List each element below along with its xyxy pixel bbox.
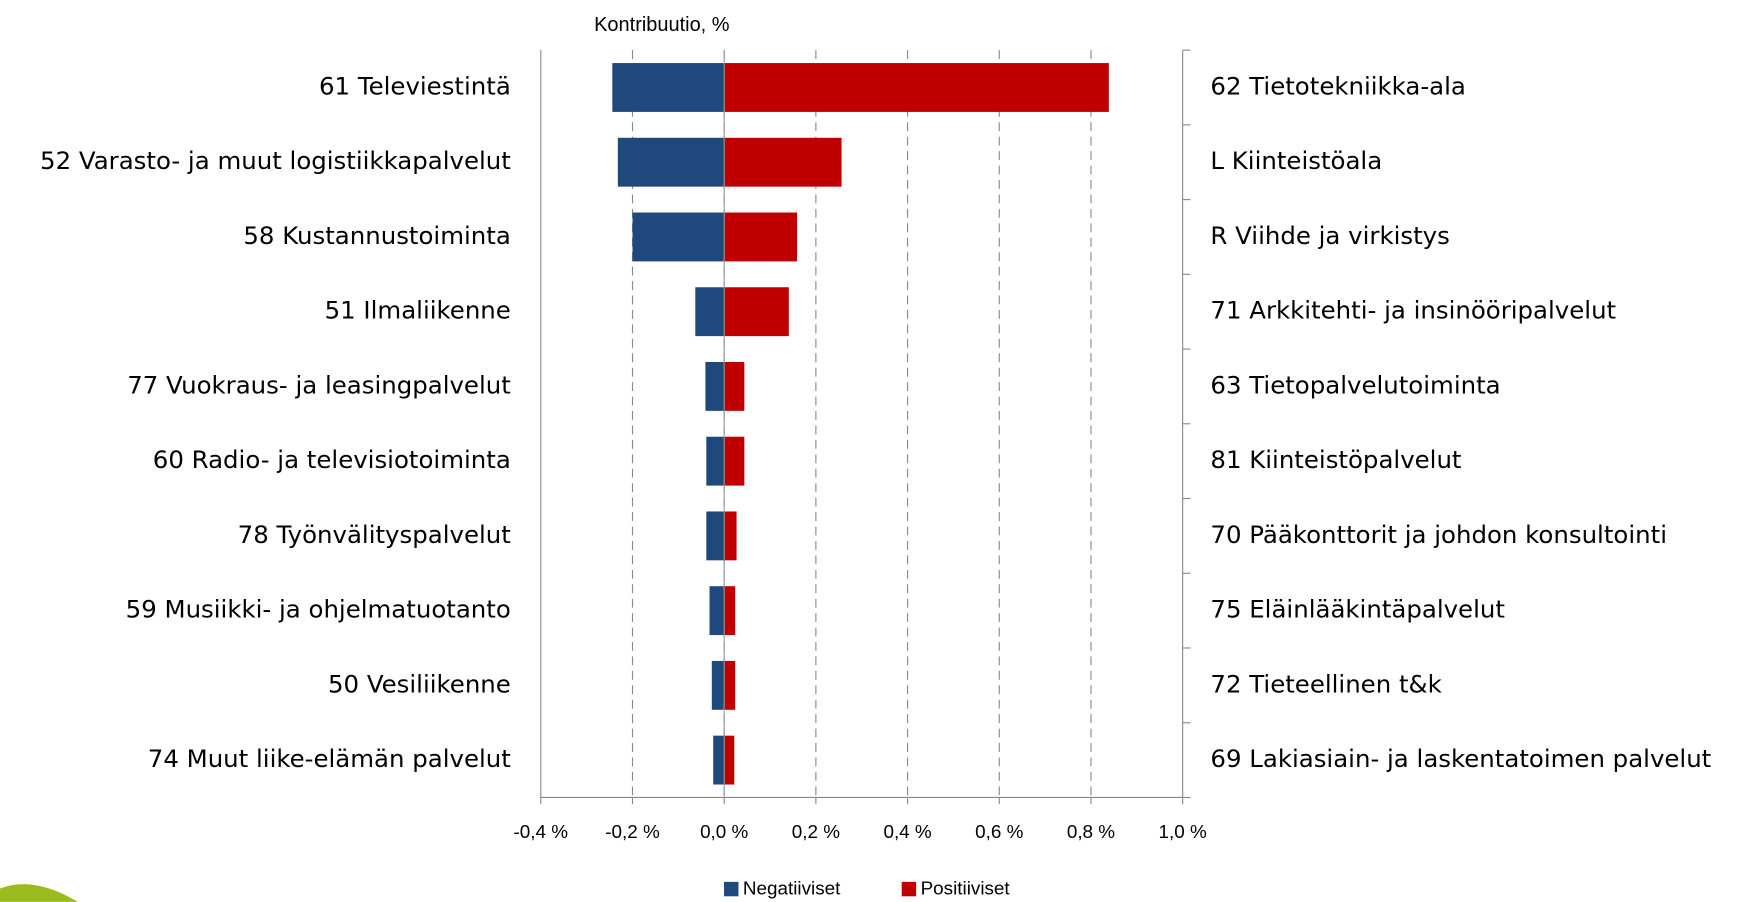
category-label: R Viihde ja virkistys — [1210, 221, 1449, 250]
x-tick-label: 1,0 % — [1159, 821, 1207, 842]
legend-label: Negatiiviset — [743, 878, 841, 899]
category-label: 81 Kiinteistöpalvelut — [1210, 445, 1461, 474]
bar — [705, 361, 725, 411]
bar — [724, 586, 736, 636]
decoration — [0, 884, 78, 902]
category-label: 75 Eläinlääkintäpalvelut — [1210, 595, 1505, 624]
bar — [724, 660, 736, 710]
x-tick-label: -0,2 % — [605, 821, 660, 842]
bar — [724, 361, 745, 411]
x-tick-label: 0,8 % — [1067, 821, 1115, 842]
category-label: 74 Muut liike-elämän palvelut — [148, 744, 511, 773]
bar — [724, 287, 789, 337]
category-label: 60 Radio- ja televisiotoiminta — [153, 445, 511, 474]
x-tick-label: 0,2 % — [792, 821, 840, 842]
category-label: 52 Varasto- ja muut logistiikkapalvelut — [40, 146, 511, 175]
x-tick-label: 0,0 % — [700, 821, 748, 842]
bar — [706, 511, 725, 561]
bar — [711, 660, 725, 710]
bar — [724, 511, 737, 561]
legend-label: Positiiviset — [921, 878, 1011, 899]
category-label: L Kiinteistöala — [1210, 146, 1382, 175]
category-label: 63 Tietopalvelutoiminta — [1210, 370, 1500, 399]
x-tick-label: 0,4 % — [883, 821, 931, 842]
legend-swatch — [724, 881, 739, 897]
bar — [617, 137, 725, 187]
category-label: 51 Ilmaliikenne — [325, 296, 511, 325]
category-label: 77 Vuokraus- ja leasingpalvelut — [127, 370, 511, 399]
bar — [709, 586, 725, 636]
bar — [724, 212, 798, 262]
category-label: 70 Pääkonttorit ja johdon konsultointi — [1210, 520, 1667, 549]
bar — [724, 137, 842, 187]
category-label: 62 Tietotekniikka-ala — [1210, 71, 1465, 100]
bar — [724, 735, 735, 785]
bar — [706, 436, 725, 486]
bar — [724, 63, 1109, 112]
category-label: 59 Musiikki- ja ohjelmatuotanto — [126, 595, 511, 624]
axis-title: Kontribuutio, % — [594, 14, 730, 36]
x-tick-label: 0,6 % — [975, 821, 1023, 842]
category-label: 58 Kustannustoiminta — [243, 221, 510, 250]
category-label: 61 Televiestintä — [319, 71, 511, 100]
category-label: 71 Arkkitehti- ja insinööripalvelut — [1210, 296, 1616, 325]
bar — [612, 63, 725, 112]
category-label: 50 Vesiliikenne — [328, 669, 511, 698]
x-tick-label: -0,4 % — [514, 821, 569, 842]
category-label: 78 Työnvälityspalvelut — [238, 520, 511, 549]
bar — [713, 735, 725, 785]
category-label: 69 Lakiasiain- ja laskentatoimen palvelu… — [1210, 744, 1711, 773]
bar — [632, 212, 725, 262]
legend-swatch — [901, 881, 917, 897]
category-label: 72 Tieteellinen t&k — [1210, 669, 1442, 698]
bar — [695, 287, 725, 337]
bar — [724, 436, 745, 486]
